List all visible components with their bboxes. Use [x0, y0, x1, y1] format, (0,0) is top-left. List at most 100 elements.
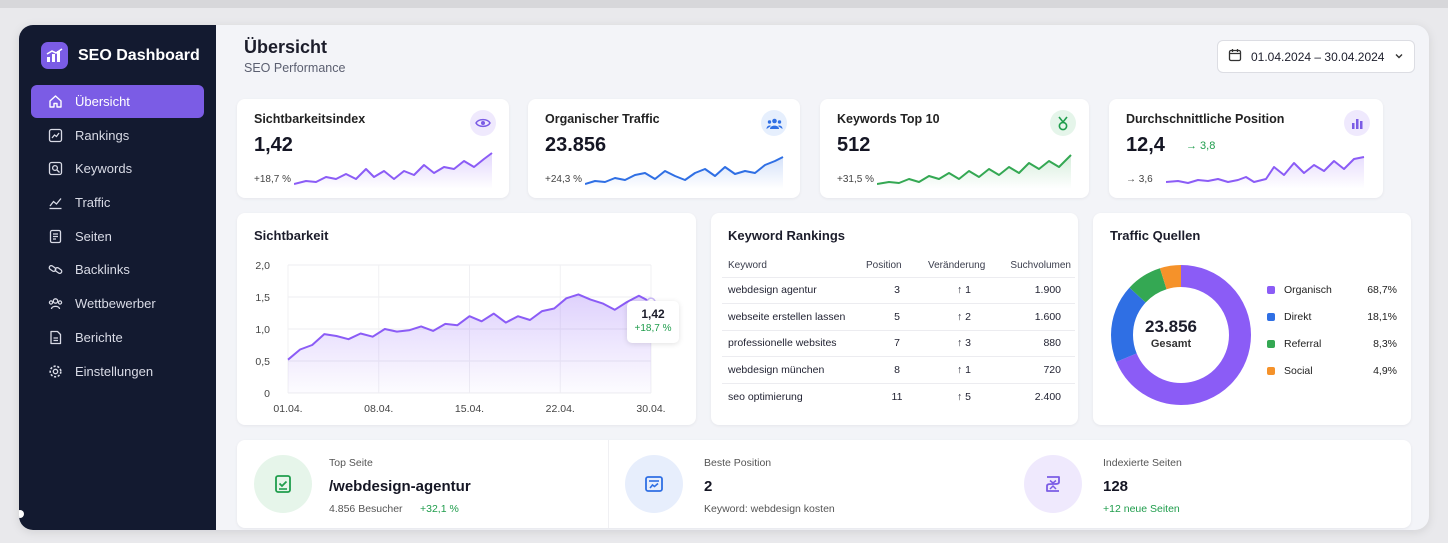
traffic-sources-title: Traffic Quellen	[1110, 228, 1201, 243]
pages-icon	[47, 228, 63, 244]
position-cell: 11	[891, 390, 903, 403]
donut-total-label: Gesamt	[1150, 338, 1192, 350]
kpi-sparkline	[877, 154, 1072, 189]
kpi-sparkline	[585, 156, 784, 189]
keywords-icon	[47, 161, 63, 177]
visibility-line	[287, 293, 652, 361]
table-row[interactable]: professionelle websites 7 ↑ 3 880	[722, 330, 1075, 357]
keyword-table: Keyword Position Veränderung Suchvolumen…	[722, 255, 1075, 410]
column-header-keyword[interactable]: Keyword	[722, 255, 866, 278]
sidebar-item-berichte[interactable]: Berichte	[31, 321, 204, 354]
rankings-icon	[47, 127, 63, 143]
kpi-change: +31,5 %	[837, 174, 874, 185]
indexed-pages-value: 128	[1103, 478, 1129, 495]
donut-center: 23.856 Gesamt	[1101, 317, 1241, 350]
sidebar: SEO Dashboard Übersicht Rankings Keyword…	[19, 25, 216, 530]
change-cell: ↑ 3	[928, 330, 1000, 357]
legend-item-referral[interactable]: Referral 8,3%	[1267, 330, 1397, 357]
sidebar-item-rankings[interactable]: Rankings	[31, 119, 204, 152]
kpi-card-avg-position[interactable]: Durchschnittliche Position 12,4 → 3,8 → …	[1109, 99, 1383, 198]
keyword-cell: seo optimierung	[728, 390, 803, 403]
keyword-cell: webdesign agentur	[722, 277, 866, 304]
legend-value: 18,1%	[1367, 310, 1397, 323]
settings-icon	[47, 363, 63, 379]
column-header-volume[interactable]: Suchvolumen	[1000, 255, 1075, 278]
sidebar-item-label: Backlinks	[75, 262, 130, 278]
kpi-card-keywords-top10[interactable]: Keywords Top 10 512 +31,5 %	[820, 99, 1089, 198]
donut-slice-direkt[interactable]	[1111, 265, 1251, 405]
sidebar-item-seiten[interactable]: Seiten	[31, 220, 204, 253]
column-header-position[interactable]: Position	[866, 255, 928, 278]
legend-name: Organisch	[1284, 283, 1332, 296]
visibility-chart-title: Sichtbarkeit	[254, 228, 329, 243]
window-top-band	[0, 0, 1448, 8]
sidebar-item-label: Rankings	[75, 127, 130, 143]
legend-swatch	[1267, 285, 1275, 294]
keyword-rankings-title: Keyword Rankings	[728, 228, 846, 243]
chart-tooltip: 1,42 +18,7 %	[627, 301, 679, 343]
brand[interactable]: SEO Dashboard	[41, 42, 200, 69]
kpi-change: +18,7 %	[254, 174, 291, 185]
brand-name: SEO Dashboard	[78, 46, 200, 64]
kpi-title: Organischer Traffic	[545, 112, 660, 126]
volume-cell: 720	[1000, 356, 1075, 384]
legend-name: Social	[1284, 364, 1313, 377]
change-cell: ↑ 5	[956, 390, 971, 403]
kpi-card-organic-traffic[interactable]: Organischer Traffic 23.856 +24,3 %	[528, 99, 800, 198]
table-row[interactable]: webdesign agentur 3 ↑ 1 1.900	[722, 277, 1075, 304]
main-content: Übersicht SEO Performance 01.04.2024 – 3…	[216, 25, 1429, 530]
sidebar-item-label: Wettbewerber	[75, 296, 156, 312]
legend-item-organisch[interactable]: Organisch 68,7%	[1267, 276, 1397, 303]
keyword-cell: webdesign münchen	[722, 356, 866, 384]
change-cell: ↑ 1	[928, 356, 1000, 384]
sidebar-item-label: Traffic	[75, 195, 111, 211]
sidebar-item-wettbewerber[interactable]: Wettbewerber	[31, 287, 204, 320]
donut-slice-social[interactable]	[1111, 265, 1251, 405]
date-range-picker[interactable]: 01.04.2024 – 30.04.2024	[1217, 40, 1415, 73]
legend-value: 8,3%	[1373, 337, 1397, 350]
tooltip-value: 1,42	[641, 307, 665, 321]
indexed-pages-label: Indexierte Seiten	[1103, 457, 1182, 469]
medal-icon	[1050, 110, 1076, 136]
sidebar-item-backlinks[interactable]: Backlinks	[31, 253, 204, 286]
traffic-legend: Organisch 68,7% Direkt 18,1% Referral 8,…	[1267, 276, 1397, 384]
visibility-area	[288, 294, 651, 393]
traffic-sources-card: Traffic Quellen 23.856 Gesamt Organisch …	[1093, 213, 1411, 425]
kpi-title: Durchschnittliche Position	[1126, 112, 1285, 126]
calendar-icon	[1228, 48, 1242, 65]
legend-name: Direkt	[1284, 310, 1312, 323]
x-tick-label: 01.04.	[273, 403, 302, 415]
top-page-visitors: 4.856 Besucher	[329, 503, 403, 515]
divider	[608, 440, 609, 528]
legend-swatch	[1267, 339, 1275, 348]
tooltip-change: +18,7 %	[634, 323, 672, 334]
top-page-change: +32,1 %	[420, 503, 459, 515]
legend-item-social[interactable]: Social 4,9%	[1267, 357, 1397, 384]
x-tick-label: 30.04.	[636, 403, 665, 415]
sidebar-item-keywords[interactable]: Keywords	[31, 152, 204, 185]
sidebar-collapse-dot[interactable]	[19, 510, 24, 518]
table-row[interactable]: webseite erstellen lassen 5 ↑ 2 1.600	[722, 303, 1075, 331]
page-title: Übersicht	[244, 37, 328, 57]
table-row[interactable]: seo optimierung 11 ↑ 5 2.400	[722, 383, 1075, 410]
table-row[interactable]: webdesign münchen 8 ↑ 1 720	[722, 356, 1075, 384]
sidebar-item-traffic[interactable]: Traffic	[31, 186, 204, 219]
kpi-card-visibility[interactable]: Sichtbarkeitsindex 1,42 +18,7 %	[237, 99, 509, 198]
indexed-pages-new: +12 neue Seiten	[1103, 503, 1180, 515]
top-page-value[interactable]: /webdesign-agentur	[329, 478, 471, 495]
column-header-change[interactable]: Veränderung	[928, 255, 1000, 278]
eye-icon	[470, 110, 496, 136]
position-cell: 5	[866, 303, 928, 331]
keyword-cell: webseite erstellen lassen	[722, 303, 866, 331]
sidebar-item-uebersicht[interactable]: Übersicht	[31, 85, 204, 118]
sidebar-item-einstellungen[interactable]: Einstellungen	[31, 355, 204, 388]
keyword-cell: professionelle websites	[722, 330, 866, 357]
x-tick-label: 15.04.	[455, 403, 484, 415]
x-tick-label: 08.04.	[364, 403, 393, 415]
legend-item-direkt[interactable]: Direkt 18,1%	[1267, 303, 1397, 330]
position-cell: 3	[866, 277, 928, 304]
kpi-value: 12,4	[1126, 134, 1165, 156]
position-cell: 8	[866, 356, 928, 384]
y-tick-label: 0	[264, 388, 270, 400]
y-tick-label: 1,0	[255, 324, 270, 336]
